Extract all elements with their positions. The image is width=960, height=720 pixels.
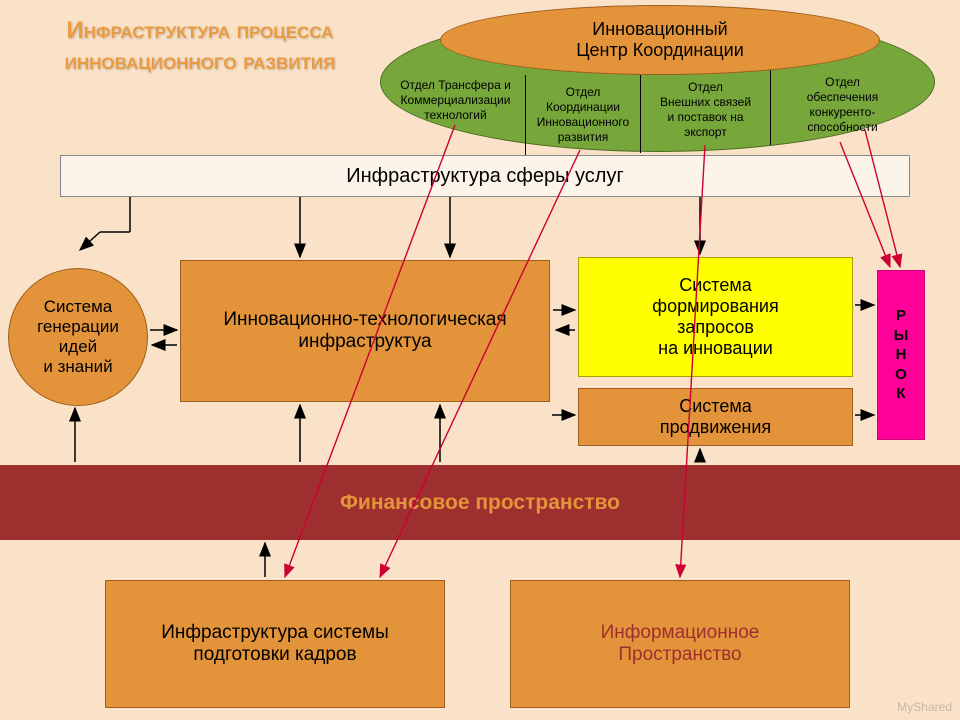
tech-infra-label: Инновационно-технологическая инфраструкт… bbox=[223, 309, 506, 353]
dept-divider-3 bbox=[770, 70, 771, 145]
promotion-system-box: Система продвижения bbox=[578, 388, 853, 446]
watermark: MyShared bbox=[897, 700, 952, 714]
dept-transfer: Отдел Трансфера и Коммерциализации техно… bbox=[388, 78, 523, 123]
coordination-center: Инновационный Центр Координации bbox=[440, 5, 880, 75]
info-space-box: Информационное Пространство bbox=[510, 580, 850, 708]
market-label: Р Ы Н О К bbox=[894, 306, 909, 404]
dept-coord: Отдел Координации Инновационного развити… bbox=[528, 85, 638, 145]
page-title: Инфраструктура процесса инновационного р… bbox=[10, 15, 390, 77]
idea-system-label: Система генерации идей и знаний bbox=[37, 297, 119, 377]
idea-system-ellipse: Система генерации идей и знаний bbox=[8, 268, 148, 406]
dept-competitive: Отдел обеспечения конкуренто- способност… bbox=[780, 75, 905, 135]
staff-infra-box: Инфраструктура системы подготовки кадров bbox=[105, 580, 445, 708]
tech-infra-box: Инновационно-технологическая инфраструкт… bbox=[180, 260, 550, 402]
services-infra-box: Инфраструктура сферы услуг bbox=[60, 155, 910, 197]
market-box: Р Ы Н О К bbox=[877, 270, 925, 440]
dept-divider-1 bbox=[525, 75, 526, 155]
dept-divider-2 bbox=[640, 75, 641, 153]
request-system-label: Система формирования запросов на инновац… bbox=[652, 275, 778, 359]
request-system-box: Система формирования запросов на инновац… bbox=[578, 257, 853, 377]
staff-infra-label: Инфраструктура системы подготовки кадров bbox=[161, 622, 389, 666]
coordination-center-label: Инновационный Центр Координации bbox=[576, 19, 744, 61]
finance-space-label: Финансовое пространство bbox=[340, 491, 620, 515]
promotion-system-label: Система продвижения bbox=[660, 396, 771, 438]
info-space-label: Информационное Пространство bbox=[601, 622, 760, 666]
finance-space-box: Финансовое пространство bbox=[0, 465, 960, 540]
services-infra-label: Инфраструктура сферы услуг bbox=[346, 165, 624, 188]
dept-external: Отдел Внешних связей и поставок на экспо… bbox=[643, 80, 768, 140]
